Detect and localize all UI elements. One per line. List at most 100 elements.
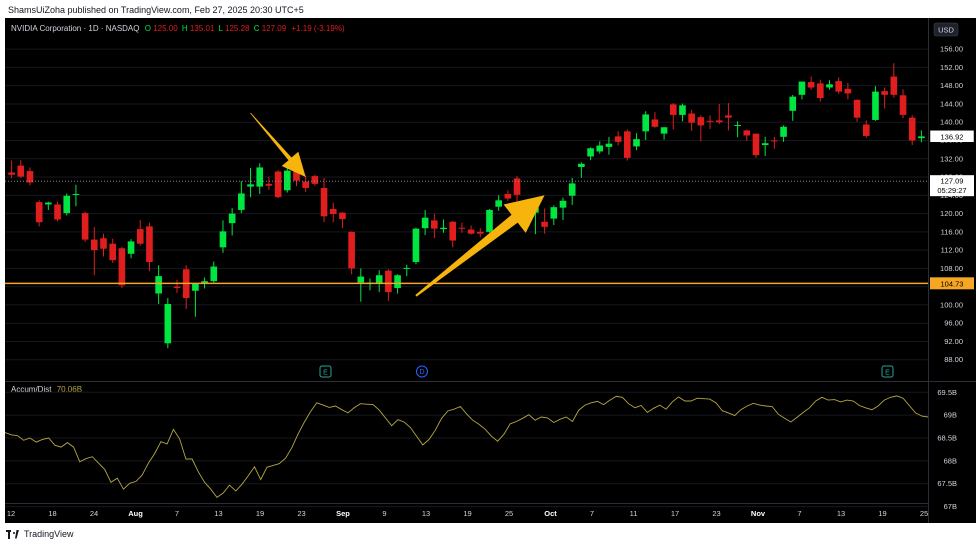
price-tick-label: 132.00: [940, 154, 963, 163]
candle-body: [559, 200, 567, 208]
candle-body: [881, 91, 888, 95]
candle: [688, 109, 695, 131]
candle-body: [853, 99, 861, 118]
time-tick-label: 19: [878, 509, 886, 518]
candle-body: [862, 124, 870, 136]
candle-body: [715, 120, 723, 123]
candle: [633, 133, 640, 151]
candle-body: [320, 187, 328, 217]
candle: [826, 80, 833, 90]
candle: [550, 205, 558, 225]
candle-body: [890, 76, 898, 95]
time-tick-label: 17: [671, 509, 679, 518]
event-marker-earnings-1[interactable]: E: [319, 365, 332, 378]
time-tick-label: 13: [837, 509, 845, 518]
accum-dist-line: [5, 395, 929, 499]
candle-body: [725, 115, 732, 118]
price-tick-label: 88.00: [944, 355, 963, 364]
candle: [63, 193, 71, 216]
candle: [541, 208, 548, 234]
currency-label: USD: [938, 26, 954, 35]
candle-body: [8, 172, 15, 175]
candle-body: [412, 228, 420, 262]
countdown-label: 05:29:27: [937, 186, 966, 195]
candle: [45, 201, 52, 210]
legend-high: 135.01: [190, 24, 215, 33]
candle-body: [329, 209, 337, 215]
candle: [872, 86, 879, 121]
candle: [35, 200, 43, 227]
candle-body: [339, 212, 346, 220]
candle-body: [54, 204, 61, 220]
candle: [486, 209, 493, 233]
last-price-badge: [929, 130, 975, 143]
candles: [8, 63, 925, 349]
candle: [283, 163, 291, 193]
chart-container[interactable]: NVIDIA Corporation · 1D · NASDAQ O 125.0…: [5, 18, 976, 523]
candle: [219, 220, 227, 253]
candle-body: [146, 226, 153, 262]
candle-body: [385, 270, 392, 293]
candle: [642, 111, 650, 141]
time-tick-label: 25: [505, 509, 513, 518]
footer-brand: TradingView: [24, 529, 74, 539]
candle: [265, 176, 273, 190]
candle-body: [210, 266, 218, 282]
candle: [192, 283, 199, 317]
currency-button[interactable]: USD: [933, 22, 959, 37]
price-tick-label: 148.00: [940, 81, 963, 90]
chart-svg[interactable]: NVIDIA Corporation · 1D · NASDAQ O 125.0…: [5, 18, 976, 523]
candle-body: [375, 275, 383, 284]
candle-body: [109, 243, 116, 261]
candle-body: [173, 286, 181, 289]
candle-body: [817, 83, 824, 99]
candle-body: [100, 238, 107, 249]
candle: [743, 129, 751, 141]
price-tick-label: 120.00: [940, 209, 963, 218]
candle: [624, 129, 631, 161]
annotation-arrow[interactable]: [250, 112, 306, 177]
event-marker-earnings-2[interactable]: E: [881, 365, 894, 378]
event-marker-dividend[interactable]: D: [416, 365, 428, 378]
candle: [431, 214, 438, 239]
time-tick-label: 13: [214, 509, 222, 518]
time-tick-label: 18: [48, 509, 56, 518]
candle: [54, 201, 61, 222]
candle: [320, 177, 328, 223]
candle-body: [357, 276, 365, 283]
time-tick-label: Nov: [751, 509, 766, 518]
candle-body: [780, 126, 787, 137]
candle: [155, 265, 162, 305]
price-tick-label: 96.00: [944, 319, 963, 328]
candle: [403, 264, 411, 277]
price-tick-label: 140.00: [940, 118, 963, 127]
candle-body: [504, 193, 512, 199]
candle: [109, 238, 116, 263]
time-tick-label: 7: [175, 509, 179, 518]
candle-body: [458, 227, 466, 229]
candle-body: [513, 178, 521, 195]
candle: [17, 160, 25, 178]
indicator-tick-label: 68.5B: [937, 434, 957, 443]
candle-body: [283, 170, 291, 191]
candle: [798, 81, 806, 100]
annotation-arrow[interactable]: [415, 195, 545, 297]
candle-body: [798, 81, 806, 95]
candle-body: [72, 193, 80, 195]
candle-body: [752, 133, 760, 156]
candle: [118, 246, 126, 289]
candle: [26, 167, 34, 186]
candle-body: [440, 227, 447, 230]
support-price-label: 104.73: [941, 279, 964, 288]
candle: [357, 268, 365, 302]
svg-text:E: E: [323, 370, 328, 377]
candle-body: [669, 104, 677, 115]
candle: [614, 131, 622, 146]
candle: [761, 136, 769, 157]
candle-body: [17, 165, 25, 177]
candle-body: [192, 283, 199, 291]
candle-body: [872, 91, 879, 120]
time-tick-label: 24: [90, 509, 98, 518]
candle: [734, 121, 741, 138]
candle-body: [651, 119, 659, 127]
